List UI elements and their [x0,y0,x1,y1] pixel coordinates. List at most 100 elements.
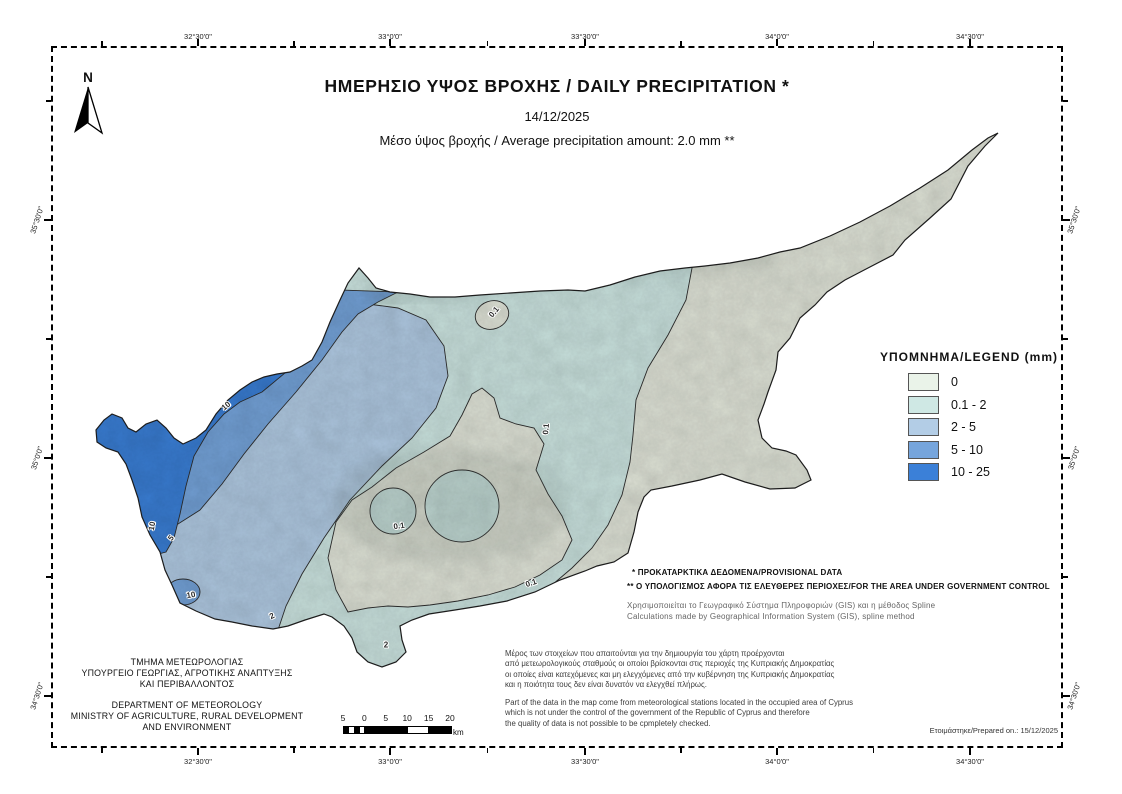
legend-swatch [908,418,939,436]
legend-swatch [908,463,939,481]
legend-items: 0 0.1 - 2 2 - 5 5 - 10 10 - 25 [908,373,1058,481]
grid-tick-bottom [486,748,489,753]
grid-tick-bottom [872,748,875,753]
legend-item-label: 0.1 - 2 [951,397,987,412]
north-arrow: N [66,70,110,140]
legend: ΥΠΟΜΝΗΜΑ/LEGEND (mm) 0 0.1 - 2 2 - 5 5 - 10… [880,350,1058,486]
grid-tick-bottom [969,748,971,755]
legend-item: 0.1 - 2 [908,395,1058,414]
legend-item-label: 2 - 5 [951,420,977,434]
prepared-on: Ετοιμάστηκε/Prepared on.: 15/12/2025 [929,726,1058,735]
grid-tick-top [486,41,489,46]
disclaimer-english-line1: Part of the data in the map come from me… [505,698,854,708]
grid-label-top: 34°30'0" [956,32,984,41]
legend-item-label: 0 [951,375,958,389]
grid-tick-top [680,41,682,46]
legend-swatch [908,440,939,459]
agency-english-line3: AND ENVIRONMENT [142,721,232,732]
legend-swatch [908,395,939,414]
agency-greek-line2: ΥΠΟΥΡΓΕΙΟ ΓΕΩΡΓΙΑΣ, ΑΓΡΟΤΙΚΗΣ ΑΝΑΠΤΥΞΗΣ [81,667,293,678]
contour-label: 2 [383,640,389,650]
grid-tick-top [872,41,875,46]
note-provisional: * ΠΡΟΚΑΤΑΡΚΤΙΚΑ ΔΕΔΟΜΕΝΑ/PROVISIONAL DAT… [632,568,843,577]
contour-label: 0.1 [486,304,502,320]
contour-label: 10 [185,589,197,601]
page-title: ΗΜΕΡΗΣΙΟ ΥΨΟΣ ΒΡΟΧΗΣ / DAILY PRECIPITATI… [324,76,790,96]
note-government-control: ** Ο ΥΠΟΛΟΓΙΣΜΟΣ ΑΦΟΡΑ ΤΙΣ ΕΛΕΥΘΕΡΕΣ ΠΕΡ… [627,582,1050,591]
grid-tick-bottom [197,748,199,755]
scalebar-graphic [343,726,452,734]
legend-item: 10 - 25 [908,463,1058,481]
grid-label-bottom: 33°30'0" [571,757,599,766]
grid-tick-top [584,39,586,46]
scalebar-number: 0 [362,713,367,723]
disclaimer-greek-line4: και η ποιότητα τους δεν είναι δυνατόν να… [505,679,707,689]
grid-label-bottom: 34°30'0" [956,757,984,766]
disclaimer-greek-line2: από μετεωρολογικούς σταθμούς οι οποίοι β… [505,659,835,669]
contour-label: 10 [219,399,233,413]
note-gis-english: Calculations made by Geographical Inform… [627,612,915,621]
contour-label: 0.1 [541,423,551,435]
grid-label-top: 33°30'0" [571,32,599,41]
grid-tick-bottom [293,748,295,753]
grid-tick-left [44,219,51,221]
grid-tick-left [46,100,51,102]
legend-swatch [908,373,939,391]
note-gis-greek: Χρησιμοποιείται το Γεωγραφικό Σύστημα Πλ… [627,601,936,610]
disclaimer-block: Μέρος των στοιχείων που απαιτούνται για … [505,649,853,729]
grid-tick-top [969,39,971,46]
grid-tick-bottom [680,748,682,753]
scalebar-number: 10 [402,713,412,723]
scalebar-number: 15 [423,713,434,723]
footnotes: * ΠΡΟΚΑΤΑΡΚΤΙΚΑ ΔΕΔΟΜΕΝΑ/PROVISIONAL DAT… [627,568,1050,622]
legend-item: 0 [908,373,1058,391]
grid-tick-top [776,39,778,46]
contour-label: 0.1 [392,520,406,532]
coastline [95,132,999,668]
map-subtitle: Μέσο ύψος βροχής / Average precipitation… [379,133,735,148]
map-date: 14/12/2025 [524,109,590,124]
grid-tick-bottom [776,748,778,755]
contour-label: 10 [146,520,158,532]
legend-item-label: 10 - 25 [951,465,990,479]
disclaimer-greek-line3: οι οποίες είναι κατεχόμενες και μη ελεγχ… [505,669,835,679]
scale-bar: 5 0 5 10 15 20 km [340,713,473,739]
grid-tick-right [1063,100,1068,102]
scalebar-number: 5 [340,713,346,723]
scalebar-number: 5 [383,713,389,723]
agency-english-line2: MINISTRY OF AGRICULTURE, RURAL DEVELOPME… [70,711,304,722]
agency-english-line1: DEPARTMENT OF METEOROLOGY [111,700,263,711]
legend-item: 5 - 10 [908,440,1058,459]
grid-tick-top [197,39,199,46]
north-arrow-label: N [83,70,93,85]
grid-tick-right [1063,457,1070,459]
grid-tick-bottom [101,748,103,753]
contour-label: 5 [166,533,176,543]
grid-tick-right [1063,338,1068,340]
grid-label-bottom: 32°30'0" [184,757,212,766]
grid-label-top: 32°30'0" [184,32,212,41]
grid-label-top: 33°0'0" [378,32,402,41]
grid-tick-left [44,695,51,697]
grid-label-bottom: 34°0'0" [765,757,789,766]
agency-greek-line1: ΤΜΗΜΑ ΜΕΤΕΩΡΟΛΟΓΙΑΣ [130,657,244,667]
contour-label: 0.1 [524,577,538,589]
legend-item: 2 - 5 [908,418,1058,436]
disclaimer-english-line2: which is not under the control of the go… [505,708,810,718]
scalebar-unit: km [453,728,464,737]
legend-title: ΥΠΟΜΝΗΜΑ/LEGEND (mm) [880,350,1058,364]
contour-label: 2 [268,610,276,622]
scalebar-number: 20 [445,713,455,723]
legend-item-label: 5 - 10 [951,442,983,457]
north-arrow-icon [74,86,104,135]
grid-tick-left [46,338,51,340]
map-neatline [51,46,1063,748]
grid-tick-bottom [584,748,586,755]
grid-tick-top [389,39,391,46]
grid-label-bottom: 33°0'0" [378,757,402,766]
disclaimer-greek-line1: Μέρος των στοιχείων που απαιτούνται για … [505,649,785,658]
